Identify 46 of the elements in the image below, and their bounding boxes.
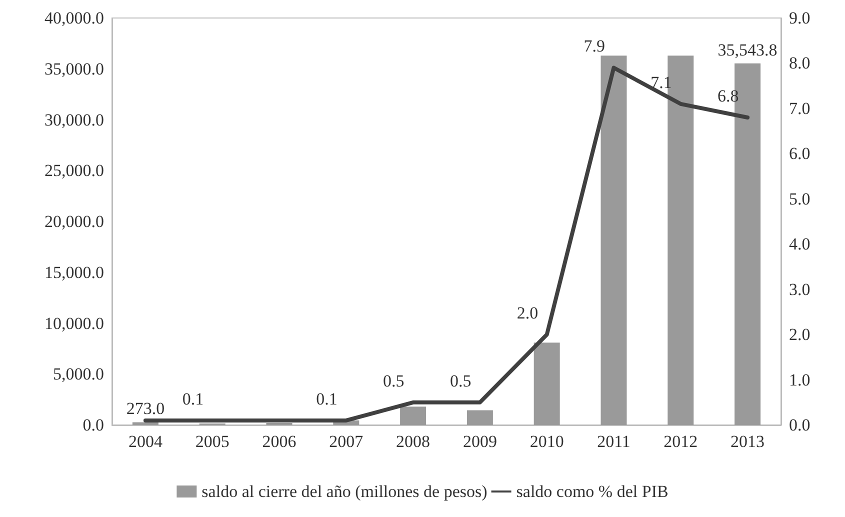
- y-tick-label: 30,000.0: [44, 110, 104, 130]
- y2-tick-label: 2.0: [789, 325, 810, 344]
- y-tick-label: 15,000.0: [44, 262, 104, 282]
- bar: [400, 406, 426, 425]
- bar: [132, 422, 158, 425]
- data-label: 2.0: [516, 304, 538, 323]
- y2-tick-label: 6.0: [789, 144, 810, 164]
- x-tick-label: 2012: [664, 432, 698, 451]
- y2-tick-label: 7.0: [789, 98, 810, 118]
- data-label: 0.5: [383, 371, 404, 390]
- bar: [466, 410, 493, 425]
- y2-tick-label: 8.0: [789, 54, 810, 73]
- x-tick-label: 2006: [262, 432, 296, 451]
- data-label: 0.1: [182, 389, 204, 408]
- y-tick-label: 0.0: [82, 416, 104, 434]
- x-tick-label: 2013: [730, 432, 765, 451]
- data-label: 6.8: [718, 86, 739, 106]
- y-tick-label: 5,000.0: [53, 364, 104, 384]
- y-tick-label: 10,000.0: [44, 314, 104, 333]
- data-label: 0.5: [450, 371, 472, 390]
- y2-tick-label: 9.0: [789, 8, 810, 28]
- data-label: 7.1: [650, 72, 672, 92]
- x-tick-label: 2010: [530, 432, 564, 451]
- bar: [600, 56, 627, 425]
- y-tick-label: 20,000.0: [44, 212, 104, 231]
- legend-label: saldo al cierre del año (millones de pesos): [202, 482, 488, 501]
- y2-tick-label: 0.0: [789, 416, 810, 434]
- x-tick-label: 2004: [128, 432, 163, 451]
- x-tick-label: 2008: [396, 432, 430, 451]
- x-tick-label: 2007: [329, 432, 364, 451]
- data-label: 273.0: [126, 399, 165, 418]
- y2-tick-label: 3.0: [789, 280, 810, 299]
- data-label: 7.9: [584, 36, 605, 56]
- y-tick-label: 35,000.0: [44, 59, 104, 78]
- y2-tick-label: 5.0: [789, 189, 810, 208]
- y2-tick-label: 1.0: [789, 370, 810, 390]
- bar: [534, 342, 560, 425]
- y-tick-label: 40,000.0: [44, 8, 104, 28]
- x-tick-label: 2005: [195, 432, 230, 451]
- data-label: 35,543.8: [718, 40, 778, 60]
- y-tick-label: 25,000.0: [44, 161, 104, 180]
- legend-label: saldo como % del PIB: [516, 482, 668, 501]
- x-tick-label: 2011: [597, 432, 630, 451]
- x-tick-label: 2009: [462, 432, 497, 451]
- data-label: 0.1: [316, 389, 338, 408]
- y2-tick-label: 4.0: [789, 234, 810, 254]
